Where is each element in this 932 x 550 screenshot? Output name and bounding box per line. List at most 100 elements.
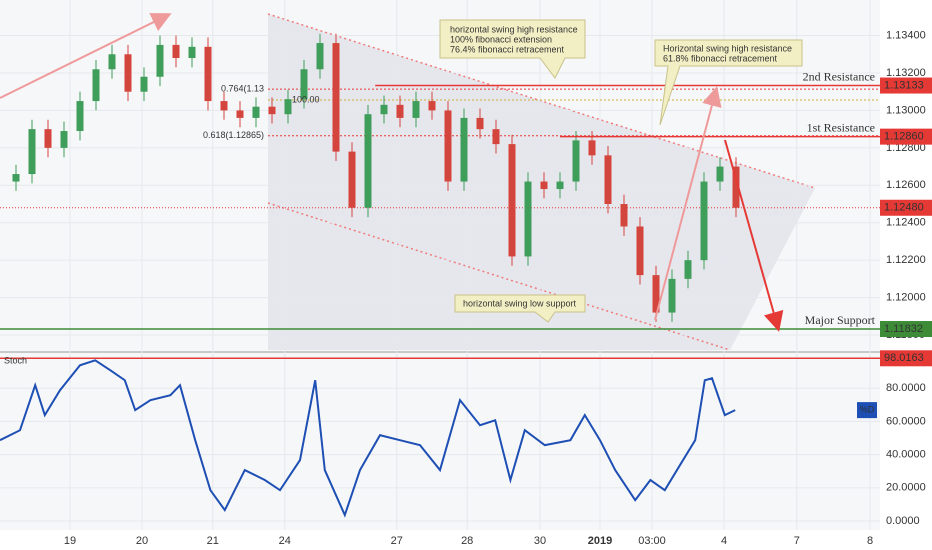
legend-tag <box>857 402 877 419</box>
y-tick-label: 1.13400 <box>886 29 926 41</box>
price-tag <box>880 350 932 367</box>
level-name: 1st Resistance <box>807 120 875 134</box>
marks <box>0 33 880 518</box>
candle-body <box>556 181 564 190</box>
candle-body <box>700 181 708 261</box>
candle-body <box>92 69 100 102</box>
price-tag-label: 1.12860 <box>884 131 924 143</box>
y-tick-label: 0.0000 <box>886 515 920 527</box>
candle-body <box>668 278 676 313</box>
candle-body <box>396 104 404 118</box>
callout: Horizontal swing high resistance 61.8% f… <box>654 39 803 126</box>
x-tick-label: 24 <box>279 535 291 547</box>
arrow <box>654 86 722 321</box>
level-name: 2nd Resistance <box>803 69 875 83</box>
price-tag-label: 1.13133 <box>884 79 924 91</box>
candle-body <box>236 110 244 118</box>
indicator-title: Stoch <box>4 355 27 365</box>
candle-body <box>492 129 500 145</box>
candle-body <box>380 104 388 115</box>
price-tag <box>880 199 932 216</box>
candle-body <box>124 54 132 92</box>
y-tick-label: 20.0000 <box>886 482 926 494</box>
y-tick-label: 1.13000 <box>886 104 926 116</box>
candle-body <box>636 226 644 276</box>
candle-body <box>652 275 660 313</box>
level-label: 98.0163 <box>884 352 924 364</box>
y-tick-label: 1.12400 <box>886 217 926 229</box>
callout-text: 100% fibonacci extension <box>450 34 552 44</box>
y-tick-label: 1.13200 <box>886 67 926 79</box>
candle-body <box>172 44 180 59</box>
callout-text: 61.8% fibonacci retracement <box>663 53 778 63</box>
y-tick-label: 60.0000 <box>886 415 926 427</box>
candle-body <box>364 114 372 208</box>
candle-body <box>476 117 484 130</box>
y-tick-label: 80.0000 <box>886 382 926 394</box>
y-tick-label: 1.12600 <box>886 179 926 191</box>
price-tag <box>880 128 932 145</box>
candle-body <box>140 76 148 92</box>
candle-body <box>220 101 228 111</box>
x-tick-label: 19 <box>64 535 76 547</box>
x-tick-label: 30 <box>534 535 546 547</box>
arrow <box>724 139 784 332</box>
y-tick-label: 1.12800 <box>886 142 926 154</box>
callout: horizontal swing low support <box>454 294 586 323</box>
candle-body <box>12 174 20 182</box>
candle-body <box>716 166 724 182</box>
callout-text: horizontal swing high resistance <box>450 24 578 34</box>
candle-body <box>732 166 740 208</box>
x-tick-label: 7 <box>794 535 800 547</box>
y-tick-label: 1.12200 <box>886 254 926 266</box>
candle-body <box>316 43 324 70</box>
candle-body <box>588 140 596 156</box>
callout-box <box>439 19 586 79</box>
candle-body <box>428 101 436 111</box>
candle-body <box>300 69 308 100</box>
channel-upper <box>267 13 816 189</box>
time-axis-panel <box>0 530 880 550</box>
x-tick-label: 4 <box>721 535 727 547</box>
x-tick-label: 28 <box>461 535 473 547</box>
price-tag <box>880 77 932 94</box>
candle-body <box>572 140 580 182</box>
candle-body <box>28 129 36 175</box>
callout-text: horizontal swing low support <box>463 298 577 308</box>
callout-text: 76.4% fibonacci retracement <box>450 44 565 54</box>
arrow <box>0 13 172 99</box>
x-tick-label: 27 <box>391 535 403 547</box>
level-name: Major Support <box>805 313 876 327</box>
candle-body <box>540 181 548 190</box>
callout-box <box>454 294 586 323</box>
price-tag-label: 1.11832 <box>884 323 923 335</box>
candle-body <box>252 106 260 118</box>
candle-body <box>188 46 196 59</box>
candle-body <box>332 43 340 152</box>
candle-body <box>684 260 692 279</box>
channel-lower <box>267 202 731 351</box>
legend-label: %D <box>860 404 875 414</box>
candle-body <box>284 99 292 115</box>
candle-body <box>268 106 276 115</box>
candle-body <box>76 101 84 132</box>
series-line <box>0 359 736 518</box>
candle-body <box>60 131 68 148</box>
candle-body <box>524 181 532 257</box>
candle-body <box>620 204 628 227</box>
candle-body <box>460 117 468 182</box>
y-tick-label: 40.0000 <box>886 449 926 461</box>
x-tick-label: 20 <box>136 535 148 547</box>
candle-body <box>108 54 116 70</box>
fib-label: 0.764(1.13 <box>221 83 264 93</box>
candle-body <box>508 144 516 257</box>
candle-body <box>204 46 212 102</box>
candle-body <box>156 44 164 77</box>
candle-body <box>44 129 52 148</box>
callout-box <box>654 39 803 126</box>
x-tick-label: 21 <box>207 535 219 547</box>
candle-body <box>444 110 452 182</box>
callout: horizontal swing high resistance 100% fi… <box>439 19 586 79</box>
